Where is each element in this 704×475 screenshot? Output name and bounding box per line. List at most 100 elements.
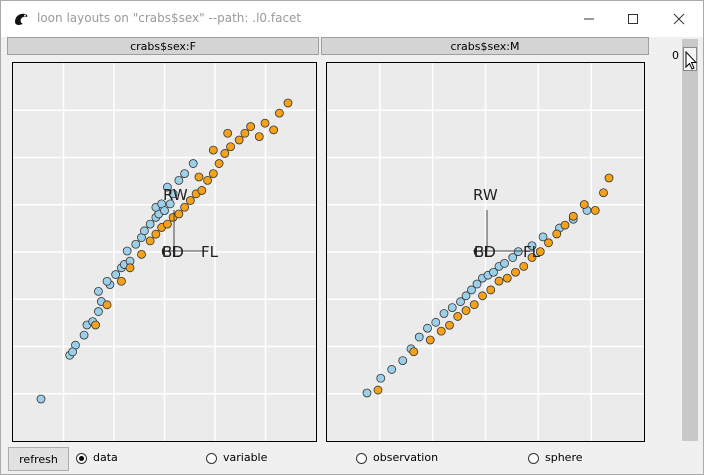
data-point-orange[interactable] [283, 98, 293, 108]
data-point-orange[interactable] [269, 125, 279, 135]
data-point-orange[interactable] [560, 220, 570, 230]
data-point-orange[interactable] [260, 118, 270, 128]
data-point-blue[interactable] [398, 356, 408, 366]
data-point-blue[interactable] [102, 276, 112, 286]
data-point-blue[interactable] [36, 394, 46, 404]
data-point-orange[interactable] [246, 122, 256, 131]
data-point-orange[interactable] [425, 335, 435, 345]
data-point-orange[interactable] [117, 276, 126, 286]
data-point-orange[interactable] [162, 219, 172, 229]
data-point-orange[interactable] [125, 263, 135, 273]
data-point-blue[interactable] [188, 159, 198, 168]
data-point-blue[interactable] [489, 267, 498, 277]
scatterplot-panel-female[interactable]: RW FL CL BD [12, 62, 317, 442]
data-point-blue[interactable] [162, 182, 172, 192]
data-point-orange[interactable] [220, 149, 230, 158]
data-point-orange[interactable] [604, 173, 614, 183]
data-point-orange[interactable] [214, 159, 224, 168]
data-point-orange[interactable] [544, 238, 553, 248]
maximize-button[interactable] [610, 1, 656, 37]
data-point-blue[interactable] [513, 247, 523, 257]
data-point-blue[interactable] [467, 285, 476, 295]
minimize-button[interactable] [566, 1, 612, 37]
title-bar[interactable]: loon layouts on "crabs$sex" --path: .l0.… [1, 1, 703, 37]
data-point-blue[interactable] [423, 323, 432, 333]
data-point-orange[interactable] [445, 320, 454, 330]
scatterplot-panel-male[interactable]: RW FL CL BD [326, 62, 645, 442]
data-point-blue[interactable] [139, 226, 149, 236]
data-point-blue[interactable] [174, 175, 184, 185]
data-point-blue[interactable] [131, 239, 141, 249]
data-point-blue[interactable] [68, 347, 77, 357]
data-point-blue[interactable] [500, 259, 509, 268]
data-point-orange[interactable] [145, 236, 155, 246]
data-point-orange[interactable] [502, 273, 512, 283]
data-point-orange[interactable] [197, 186, 207, 195]
data-point-orange[interactable] [511, 267, 520, 277]
data-point-orange[interactable] [185, 196, 195, 205]
data-point-orange[interactable] [254, 132, 264, 142]
data-point-orange[interactable] [226, 142, 235, 152]
data-point-blue[interactable] [387, 365, 397, 374]
data-point-orange[interactable] [102, 300, 112, 310]
data-point-orange[interactable] [590, 205, 600, 215]
data-point-orange[interactable] [486, 285, 496, 295]
data-point-blue[interactable] [414, 332, 424, 342]
data-point-blue[interactable] [376, 373, 386, 383]
data-point-orange[interactable] [478, 291, 487, 301]
data-point-orange[interactable] [494, 276, 504, 286]
data-point-blue[interactable] [431, 317, 441, 327]
radio-data[interactable] [76, 453, 87, 464]
data-point-orange[interactable] [373, 385, 383, 395]
data-point-orange[interactable] [194, 172, 204, 182]
data-point-blue[interactable] [168, 189, 178, 199]
data-point-blue[interactable] [447, 303, 457, 312]
data-point-orange[interactable] [519, 261, 529, 271]
data-point-orange[interactable] [535, 247, 545, 257]
data-point-orange[interactable] [453, 312, 463, 321]
data-point-orange[interactable] [579, 200, 589, 209]
data-point-orange[interactable] [208, 145, 218, 155]
data-point-blue[interactable] [79, 330, 89, 340]
radio-variable[interactable] [206, 453, 217, 464]
radio-sphere[interactable] [528, 453, 539, 464]
data-point-blue[interactable] [439, 309, 449, 318]
data-point-blue[interactable] [111, 270, 121, 279]
data-point-orange[interactable] [240, 128, 250, 138]
close-button[interactable] [656, 1, 702, 37]
radio-observation[interactable] [356, 453, 367, 464]
data-point-orange[interactable] [469, 300, 479, 310]
data-point-blue[interactable] [94, 307, 103, 316]
data-point-orange[interactable] [137, 249, 146, 259]
data-point-orange[interactable] [461, 306, 471, 315]
data-point-blue[interactable] [538, 232, 548, 242]
data-point-orange[interactable] [552, 229, 562, 239]
data-point-blue[interactable] [456, 297, 465, 307]
data-point-blue[interactable] [472, 279, 482, 289]
data-point-orange[interactable] [203, 175, 212, 185]
data-point-blue[interactable] [145, 219, 155, 229]
data-point-orange[interactable] [436, 326, 446, 336]
data-point-orange[interactable] [527, 253, 537, 262]
data-point-orange[interactable] [180, 202, 190, 212]
data-point-orange[interactable] [274, 108, 284, 118]
data-point-orange[interactable] [223, 128, 233, 138]
data-point-blue[interactable] [160, 206, 169, 216]
data-point-blue[interactable] [165, 199, 175, 209]
tour-slider-track[interactable] [682, 39, 698, 441]
data-point-orange[interactable] [599, 188, 608, 198]
data-point-orange[interactable] [409, 347, 419, 357]
data-point-blue[interactable] [527, 241, 537, 251]
data-point-orange[interactable] [208, 169, 218, 179]
data-point-blue[interactable] [94, 286, 103, 296]
data-point-orange[interactable] [91, 320, 100, 330]
data-point-blue[interactable] [362, 388, 372, 398]
data-point-blue[interactable] [180, 169, 190, 179]
data-point-orange[interactable] [174, 209, 184, 219]
refresh-button[interactable]: refresh [8, 447, 69, 471]
data-point-orange[interactable] [568, 211, 578, 221]
data-point-blue[interactable] [122, 246, 132, 256]
data-point-orange[interactable] [151, 229, 161, 239]
